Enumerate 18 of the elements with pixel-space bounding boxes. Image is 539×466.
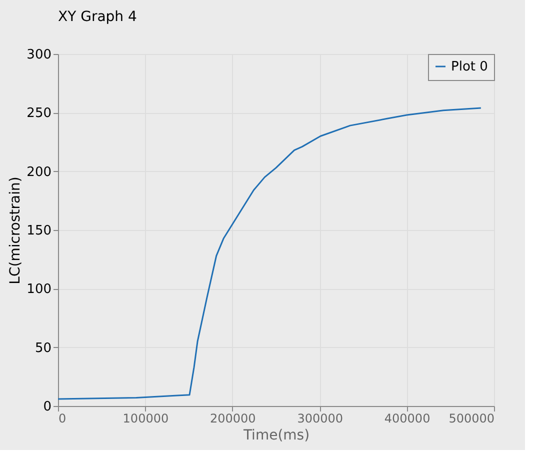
legend-label: Plot 0 [451,60,488,74]
x-tick-label: 0 [58,412,66,426]
x-tick-label: 400000 [384,412,430,426]
y-axis-title: LC(microstrain) [8,176,24,284]
y-tick-label: 200 [26,164,52,180]
x-axis-title: Time(ms) [242,428,310,444]
y-tick-label: 300 [26,48,52,62]
x-tick-label: 500000 [448,412,494,426]
line-series [57,107,482,400]
y-tick-label: 100 [26,282,52,298]
x-tick-label: 300000 [297,412,344,426]
x-tick-label: 100000 [122,412,169,426]
chart-title: XY Graph 4 [58,9,137,25]
y-tick-label: 250 [26,106,52,122]
y-tick-label: 150 [26,224,52,238]
y-tick-label: 0 [43,400,52,414]
x-tick-label: 200000 [210,412,256,426]
y-tick-label: 50 [34,340,52,356]
